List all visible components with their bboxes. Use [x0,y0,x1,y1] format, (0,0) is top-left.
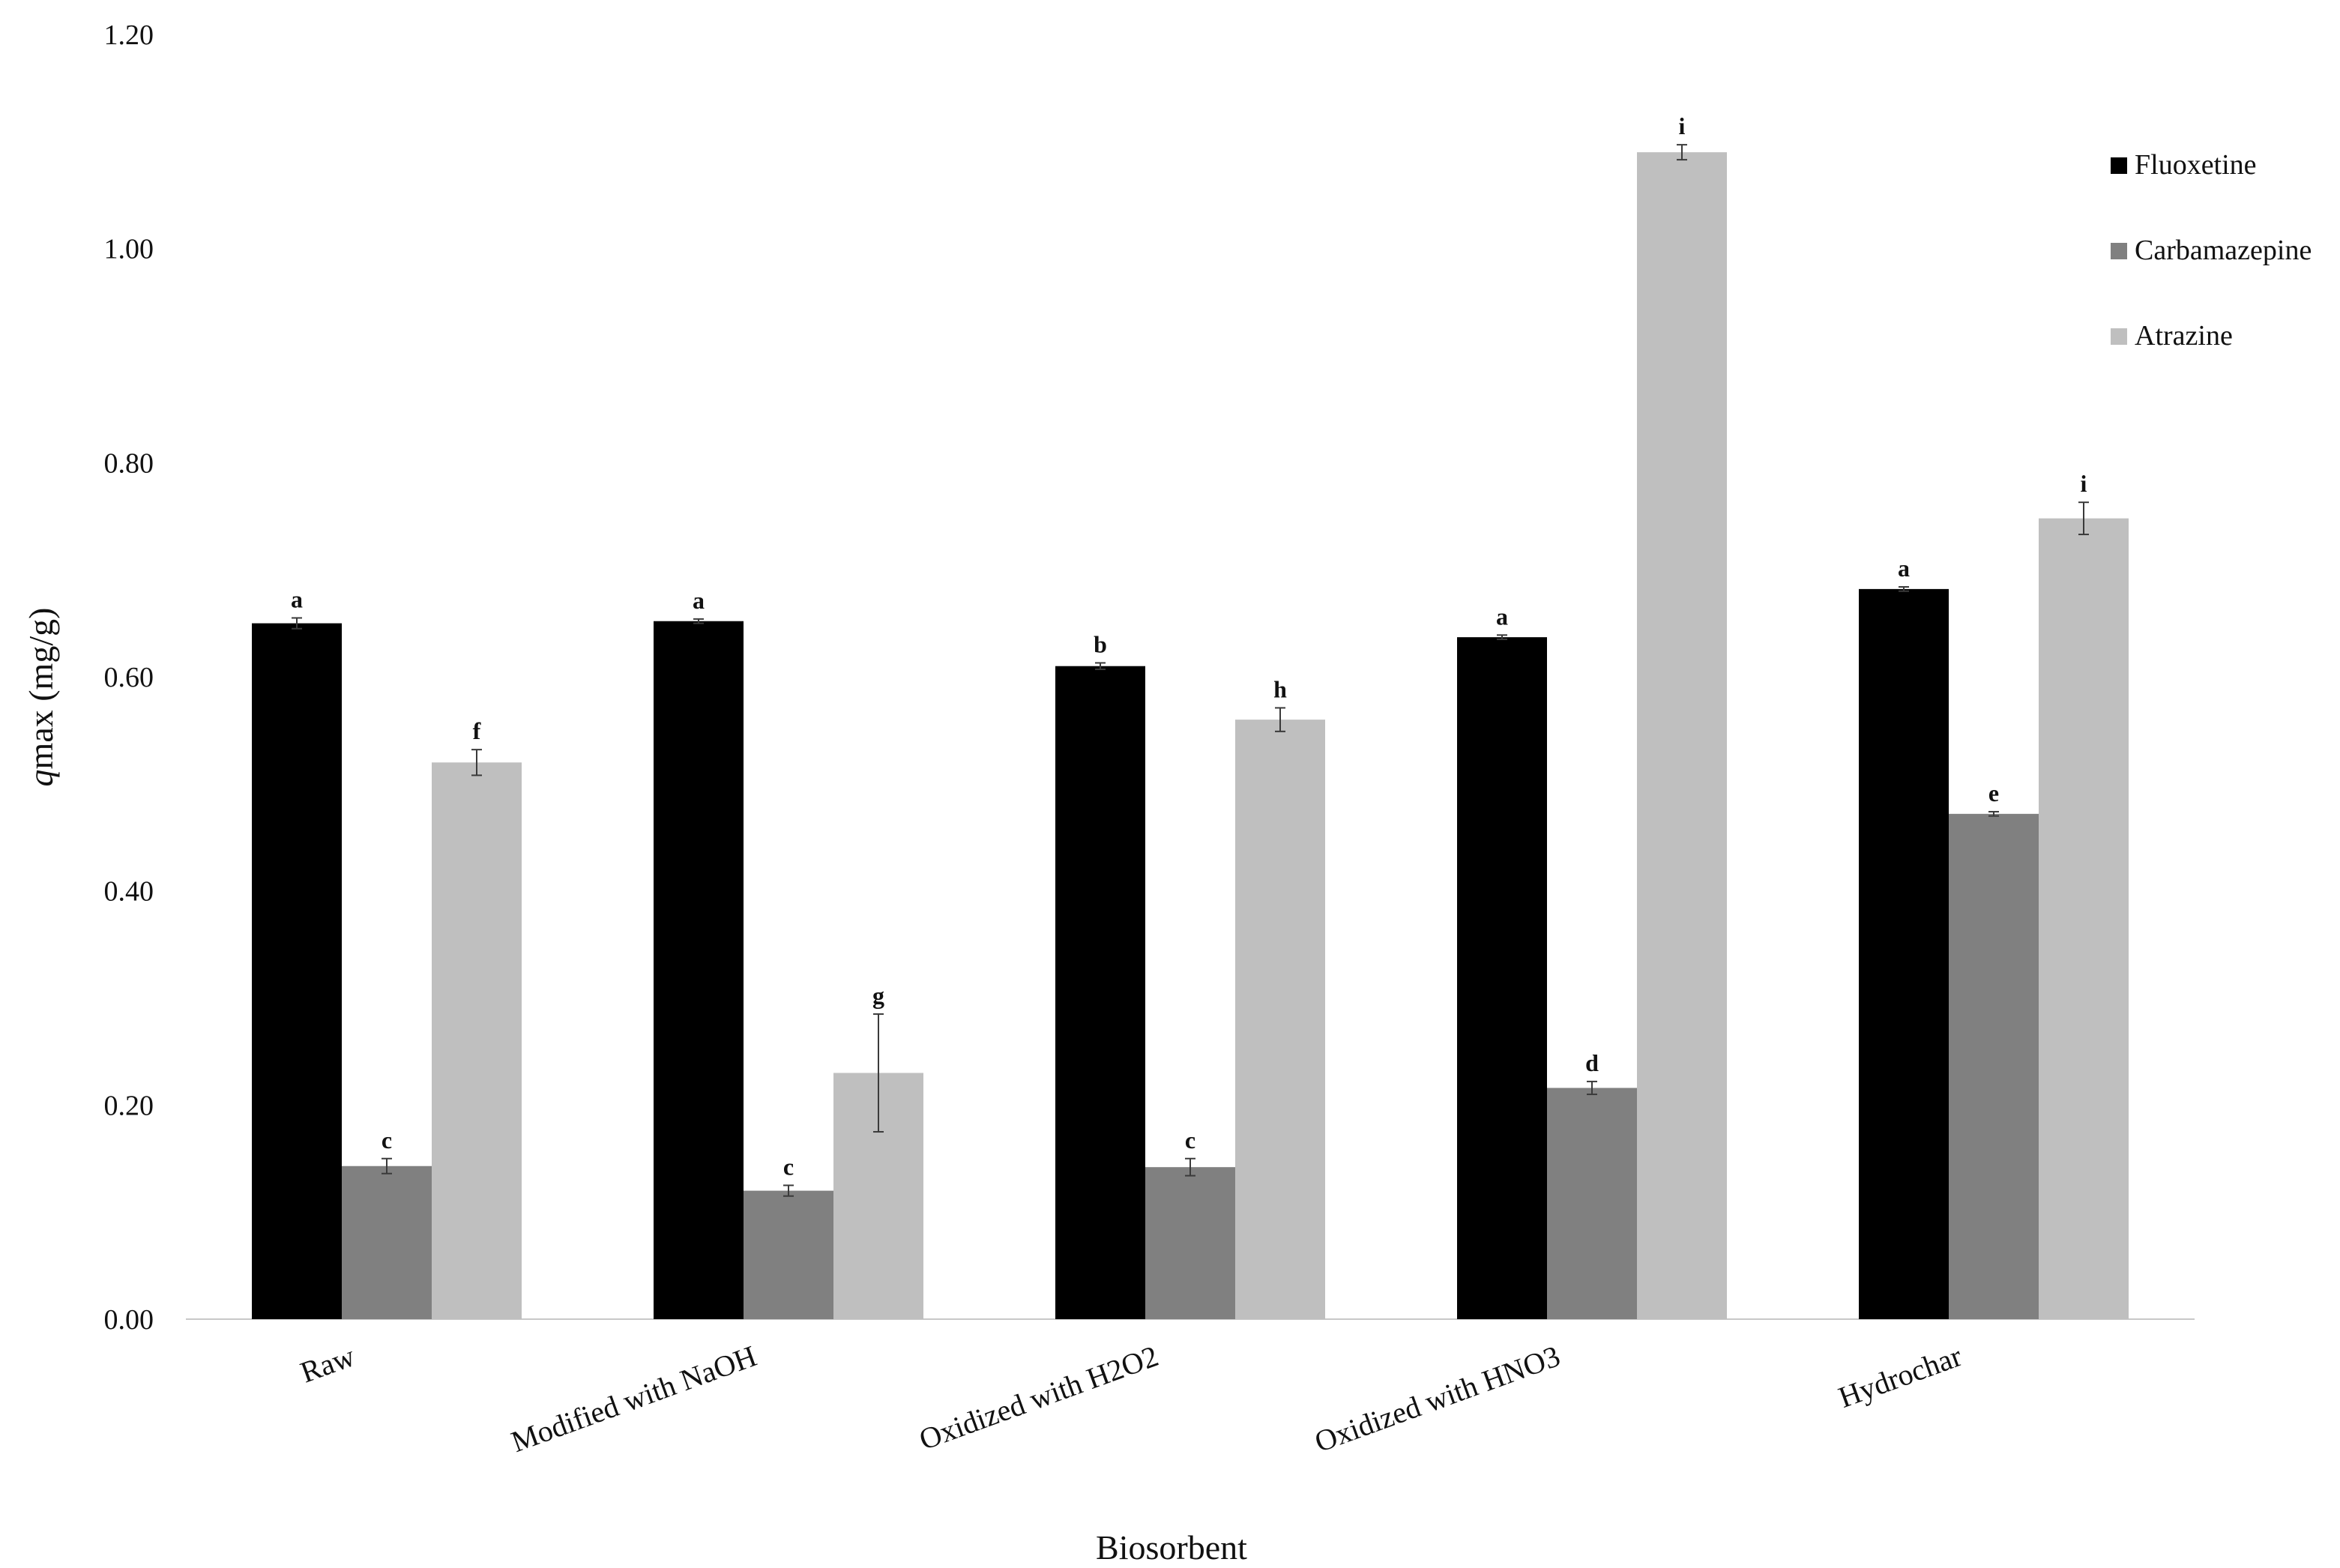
error-bar [1988,810,1999,817]
x-axis-title: Biosorbent [1096,1528,1247,1567]
bar-fluoxetine [1055,666,1145,1319]
x-category-label: Oxidized with H2O2 [914,1339,1163,1456]
significance-label: i [1679,112,1686,139]
legend-label-atrazine: Atrazine [2135,320,2233,352]
significance-label: c [783,1153,794,1180]
bar-fluoxetine [654,621,744,1319]
bar-atrazine [432,762,522,1319]
bar-fluoxetine [252,623,342,1319]
bar-fluoxetine [1859,588,1949,1319]
significance-label: c [1185,1127,1195,1154]
x-category-label: Oxidized with HNO3 [1310,1339,1564,1459]
significance-label: a [291,585,303,612]
bar-carbamazepine [744,1190,833,1319]
bar-carbamazepine [1145,1167,1235,1319]
error-bar [1899,586,1909,592]
legend-swatch-carbamazepine [2111,243,2127,259]
significance-label: a [1898,555,1910,582]
error-bar [1497,634,1507,641]
error-bar [382,1157,392,1175]
x-category-label: Raw [296,1339,359,1389]
error-bar [873,1013,884,1133]
y-axis-title-rest: max (mg/g) [22,608,60,770]
error-bar [1095,662,1106,671]
error-bar [471,749,482,777]
error-bar [783,1184,794,1197]
bar-carbamazepine [1547,1088,1637,1319]
x-category-label: Hydrochar [1834,1339,1966,1414]
bar-carbamazepine [1949,813,2039,1319]
y-tick-label: 0.00 [104,1304,154,1336]
y-tick-label: 0.60 [104,662,154,693]
bar-atrazine [2039,518,2129,1319]
x-axis-categories: Raw Modified with NaOH Oxidized with H2O2 O… [296,1339,1966,1459]
y-tick-label: 0.80 [104,447,154,479]
y-axis-title: qmax (mg/g) [22,608,60,787]
significance-label: b [1094,630,1107,657]
significance-label: f [473,717,481,744]
significance-label: e [1988,780,1999,806]
significance-label: d [1585,1049,1599,1076]
significance-label: a [693,587,705,614]
error-bar [693,618,704,624]
bar-atrazine [1235,720,1325,1319]
significance-label: h [1273,675,1287,702]
error-bar [292,617,302,630]
error-bar [2078,501,2089,536]
significance-label: g [872,982,884,1009]
significance-label: c [382,1127,392,1154]
bar-carbamazepine [342,1166,432,1319]
bar-atrazine [1637,152,1727,1319]
y-tick-label: 0.20 [104,1090,154,1121]
x-category-label: Modified with NaOH [507,1339,761,1459]
legend-label-carbamazepine: Carbamazepine [2135,235,2312,266]
legend-swatch-atrazine [2111,328,2127,345]
bars-group: a c f a c g b c h a d i a e i [252,112,2129,1319]
legend-swatch-fluoxetine [2111,157,2127,174]
y-axis-title-italic: q [22,769,60,786]
error-bar [1275,707,1285,732]
y-tick-label: 1.20 [104,19,154,51]
significance-label: i [2081,470,2087,497]
y-tick-label: 0.40 [104,876,154,908]
error-bar [1587,1080,1597,1096]
legend-label-fluoxetine: Fluoxetine [2135,149,2257,181]
error-bar [1185,1157,1195,1177]
error-bar [1677,144,1687,161]
y-tick-label: 1.00 [104,234,154,265]
legend: Fluoxetine Carbamazepine Atrazine [2111,149,2312,352]
y-axis-ticks: 0.00 0.20 0.40 0.60 0.80 1.00 1.20 [104,19,154,1336]
bar-fluoxetine [1457,637,1547,1319]
significance-label: a [1496,603,1508,630]
